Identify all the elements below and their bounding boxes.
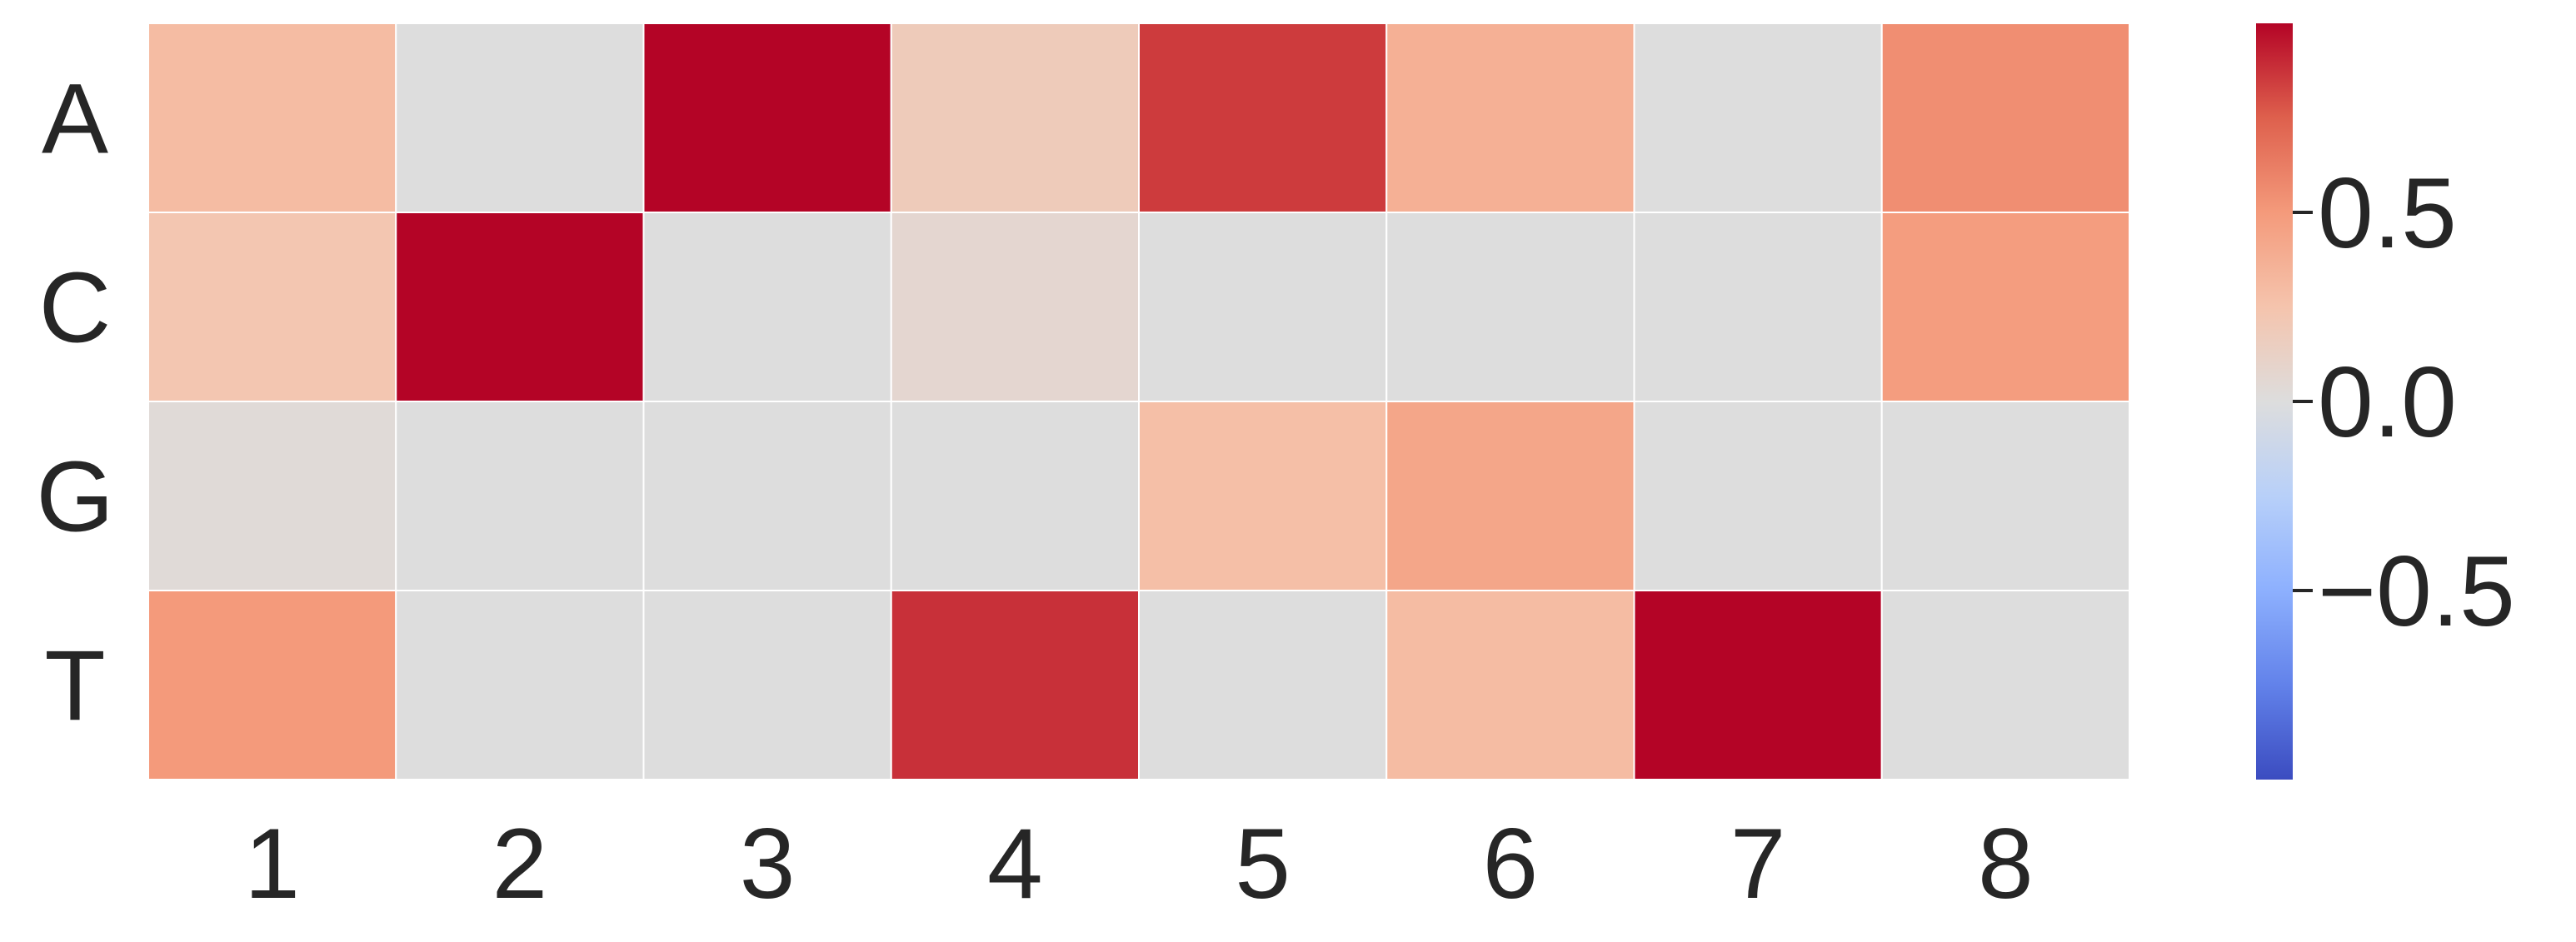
- heatmap-cell-T-1: [147, 590, 397, 780]
- heatmap-cell-C-4: [890, 212, 1140, 402]
- heatmap-cell-G-1: [147, 401, 397, 591]
- x-tick-label: 7: [1730, 808, 1786, 920]
- x-tick-label: 1: [244, 808, 300, 920]
- heatmap-cell-C-8: [1880, 212, 2130, 402]
- x-tick-label: 8: [1978, 808, 2034, 920]
- heatmap-cell-A-7: [1633, 22, 1883, 213]
- heatmap-cell-A-2: [395, 22, 645, 213]
- heatmap-cell-T-8: [1880, 590, 2130, 780]
- heatmap-cell-T-4: [890, 590, 1140, 780]
- x-tick-label: 5: [1235, 808, 1290, 920]
- x-tick-label: 2: [492, 808, 548, 920]
- heatmap-cell-C-6: [1385, 212, 1635, 402]
- heatmap-cell-C-5: [1138, 212, 1388, 402]
- heatmap-cell-A-4: [890, 22, 1140, 213]
- heatmap-cell-A-1: [147, 22, 397, 213]
- heatmap-cell-C-2: [395, 212, 645, 402]
- y-tick-label: G: [36, 441, 113, 553]
- heatmap-cell-C-7: [1633, 212, 1883, 402]
- heatmap-cell-G-6: [1385, 401, 1635, 591]
- x-tick-labels: 1 2 3 4 5 6 7 8: [244, 808, 2034, 920]
- x-tick-label: 6: [1483, 808, 1539, 920]
- y-tick-label: A: [42, 63, 108, 175]
- colorbar-tick-label: −0.5: [2318, 536, 2515, 647]
- heatmap-cell-A-8: [1880, 22, 2130, 213]
- heatmap-cell-A-6: [1385, 22, 1635, 213]
- heatmap-cell-T-5: [1138, 590, 1388, 780]
- colorbar: 0.5 0.0 −0.5: [2256, 23, 2515, 780]
- heatmap-cell-G-3: [642, 401, 892, 591]
- heatmap-cell-G-7: [1633, 401, 1883, 591]
- heatmap-cell-A-3: [642, 22, 892, 213]
- heatmap-cell-A-5: [1138, 22, 1388, 213]
- heatmap-cell-T-6: [1385, 590, 1635, 780]
- x-tick-label: 3: [740, 808, 796, 920]
- heatmap-cell-T-7: [1633, 590, 1883, 780]
- heatmap-cell-G-8: [1880, 401, 2130, 591]
- heatmap-cell-G-4: [890, 401, 1140, 591]
- colorbar-tick-label: 0.5: [2318, 157, 2457, 269]
- heatmap-cell-T-3: [642, 590, 892, 780]
- y-tick-label: T: [44, 630, 105, 742]
- colorbar-tick-label: 0.0: [2318, 346, 2457, 458]
- heatmap-cell-C-3: [642, 212, 892, 402]
- heatmap-cell-C-1: [147, 212, 397, 402]
- heatmap-cell-G-5: [1138, 401, 1388, 591]
- heatmap-cells: [147, 22, 2130, 780]
- x-tick-label: 4: [987, 808, 1043, 920]
- heatmap-cell-T-2: [395, 590, 645, 780]
- y-tick-label: C: [39, 252, 112, 364]
- colorbar-gradient: [2256, 23, 2293, 780]
- heatmap-cell-G-2: [395, 401, 645, 591]
